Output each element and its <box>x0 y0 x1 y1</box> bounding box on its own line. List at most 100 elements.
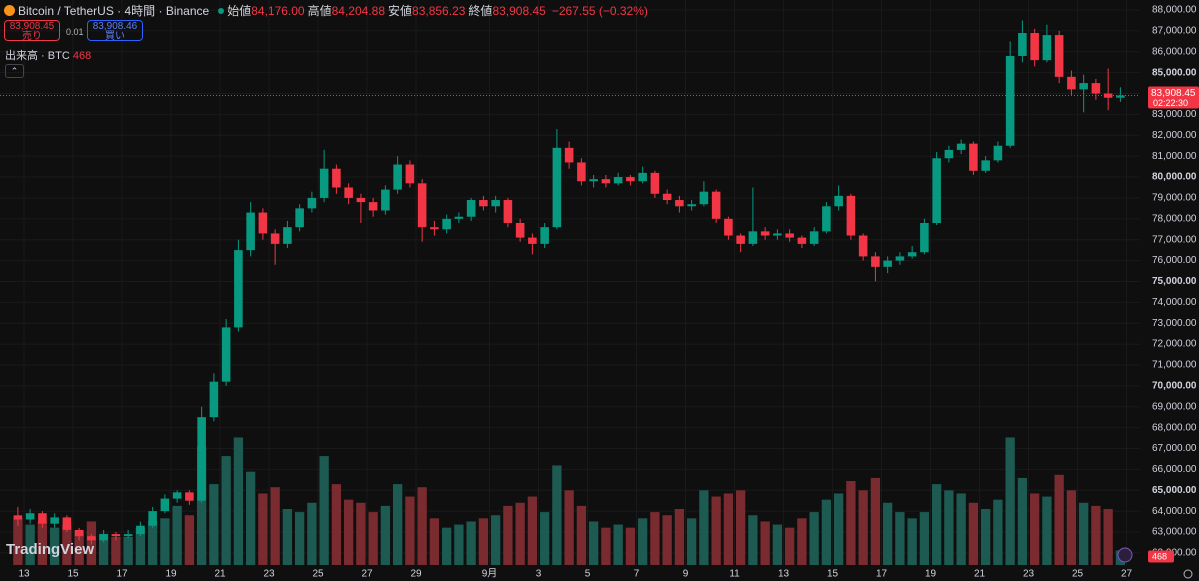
sell-button[interactable]: 83,908.45 売り <box>4 20 60 42</box>
buy-label: 買い <box>105 31 125 42</box>
volume-bar <box>1091 505 1101 565</box>
x-tick-label: 9月 <box>482 568 498 580</box>
candle-body <box>185 492 194 501</box>
y-tick-label: 88,000.00 <box>1152 5 1197 16</box>
candle-body <box>430 227 439 230</box>
volume-bar <box>1017 477 1028 565</box>
volume-bar <box>711 496 721 565</box>
volume-bar <box>686 518 697 565</box>
volume-bar <box>490 515 501 565</box>
candle-body <box>344 187 353 198</box>
candle-body <box>834 195 843 207</box>
y-tick-label: 79,000.00 <box>1152 193 1197 204</box>
volume-bar <box>846 481 856 565</box>
x-tick-label: 23 <box>1023 569 1035 580</box>
candle-body <box>1054 35 1064 77</box>
volume-bar <box>172 505 182 565</box>
symbol[interactable]: Bitcoin / TetherUS · 4時間 · Binance <box>18 4 210 18</box>
candle-body <box>479 200 488 207</box>
y-tick-label: 76,000.00 <box>1152 255 1197 266</box>
y-tick-label: 80,000.00 <box>1152 172 1197 183</box>
candle-body <box>540 227 549 244</box>
volume-bar <box>993 499 1003 565</box>
volume-bar <box>662 515 672 565</box>
volume-bar <box>1066 490 1077 565</box>
volume-bar <box>356 502 366 565</box>
last-price-label: 83,908.45 <box>1151 88 1196 99</box>
volume-bar <box>478 518 489 565</box>
volume-bar <box>429 518 440 565</box>
candle-body <box>234 250 243 328</box>
x-tick-label: 25 <box>1072 569 1084 580</box>
candle-body <box>368 202 378 211</box>
candle-body <box>785 233 794 238</box>
candle-body <box>895 256 905 261</box>
x-tick-label: 17 <box>876 569 888 580</box>
y-tick-label: 87,000.00 <box>1152 26 1197 37</box>
volume-tag <box>1148 550 1174 563</box>
volume-bar <box>307 502 317 565</box>
y-tick-label: 63,000.00 <box>1152 527 1197 538</box>
volume-bar <box>527 496 538 565</box>
candle-body <box>332 168 341 188</box>
volume-bar <box>454 524 464 565</box>
volume-bar <box>37 521 48 565</box>
buy-button[interactable]: 83,908.46 買い <box>87 20 143 42</box>
countdown: 02:22:30 <box>1153 98 1188 108</box>
volume-bar <box>576 505 587 565</box>
candle-body <box>650 172 660 194</box>
candle-body <box>283 227 292 244</box>
x-tick-label: 17 <box>116 569 128 580</box>
y-tick-label: 86,000.00 <box>1152 46 1197 57</box>
volume-bar <box>503 505 513 565</box>
volume-bar <box>270 487 280 565</box>
candle-body <box>454 216 464 219</box>
candle-body <box>1067 76 1076 90</box>
candle-body <box>858 235 868 257</box>
change: −267.55 (−0.32%) <box>551 4 648 18</box>
collapse-button[interactable]: ⌃ <box>5 64 24 78</box>
candle-body <box>638 172 647 182</box>
volume-bar <box>319 456 329 565</box>
x-tick-label: 15 <box>67 569 79 580</box>
volume-bar <box>25 524 35 565</box>
volume-bar <box>368 512 378 565</box>
x-tick-label: 15 <box>827 569 839 580</box>
x-tick-label: 19 <box>925 569 937 580</box>
volume-bar <box>637 518 648 565</box>
candle-body <box>601 179 611 184</box>
candle-body <box>613 177 623 184</box>
volume-legend-label: 出来高 · BTC <box>5 50 70 62</box>
sell-label: 売り <box>22 31 42 42</box>
volume-bar <box>233 437 244 565</box>
ohlc-value: 83,856.23 <box>412 4 466 18</box>
y-tick-label: 74,000.00 <box>1152 297 1197 308</box>
volume-bar <box>111 537 121 565</box>
sell-price: 83,908.45 <box>9 21 55 32</box>
candle-body <box>748 231 758 244</box>
y-tick-label: 78,000.00 <box>1152 213 1197 224</box>
candle-body <box>577 162 586 182</box>
y-tick-label: 82,000.00 <box>1152 130 1197 141</box>
last-price-tag <box>1148 86 1199 109</box>
logo: TradingView <box>6 541 94 558</box>
volume-legend: 出来高 · BTC 468 <box>5 47 91 63</box>
volume-bar <box>196 446 207 565</box>
buy-price: 83,908.46 <box>92 21 138 32</box>
volume-bar <box>784 527 795 565</box>
volume-bar <box>294 512 305 565</box>
y-tick-label: 68,000.00 <box>1152 422 1197 433</box>
volume-bar <box>931 484 942 565</box>
candle-body <box>687 204 696 207</box>
volume-bar <box>331 484 342 565</box>
candle-body <box>1116 95 1125 98</box>
candle-body <box>381 189 390 211</box>
candle-body <box>809 231 819 244</box>
spread: 0.01 <box>66 27 84 37</box>
y-tick-label: 71,000.00 <box>1152 360 1197 371</box>
settings-icon <box>1183 569 1193 579</box>
candle-body <box>246 212 255 251</box>
volume-bar <box>466 521 476 565</box>
candle-body <box>1042 35 1052 61</box>
